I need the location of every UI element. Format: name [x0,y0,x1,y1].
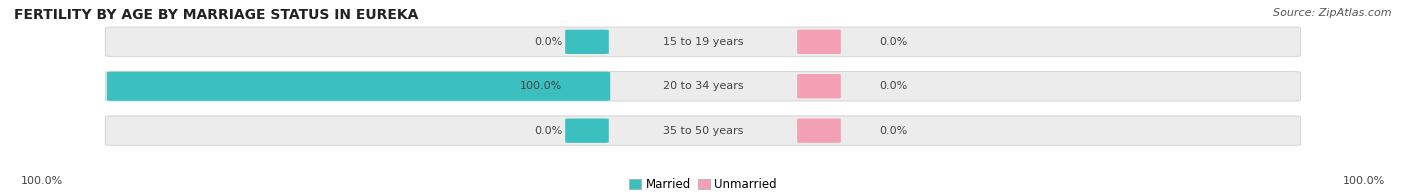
Text: 0.0%: 0.0% [879,126,907,136]
FancyBboxPatch shape [797,119,841,143]
FancyBboxPatch shape [565,119,609,143]
Text: Source: ZipAtlas.com: Source: ZipAtlas.com [1274,8,1392,18]
Text: 35 to 50 years: 35 to 50 years [662,126,744,136]
Text: 15 to 19 years: 15 to 19 years [662,37,744,47]
FancyBboxPatch shape [105,116,1301,145]
Text: 0.0%: 0.0% [534,37,562,47]
FancyBboxPatch shape [107,72,610,101]
FancyBboxPatch shape [105,72,1301,101]
Text: 100.0%: 100.0% [21,176,63,186]
Text: 0.0%: 0.0% [879,81,907,91]
FancyBboxPatch shape [105,27,1301,57]
Text: 0.0%: 0.0% [879,37,907,47]
FancyBboxPatch shape [565,30,609,54]
Text: 100.0%: 100.0% [520,81,562,91]
Legend: Married, Unmarried: Married, Unmarried [624,173,782,196]
Text: 0.0%: 0.0% [534,126,562,136]
FancyBboxPatch shape [797,74,841,98]
FancyBboxPatch shape [797,30,841,54]
Text: 20 to 34 years: 20 to 34 years [662,81,744,91]
Text: FERTILITY BY AGE BY MARRIAGE STATUS IN EUREKA: FERTILITY BY AGE BY MARRIAGE STATUS IN E… [14,8,419,22]
Text: 100.0%: 100.0% [1343,176,1385,186]
